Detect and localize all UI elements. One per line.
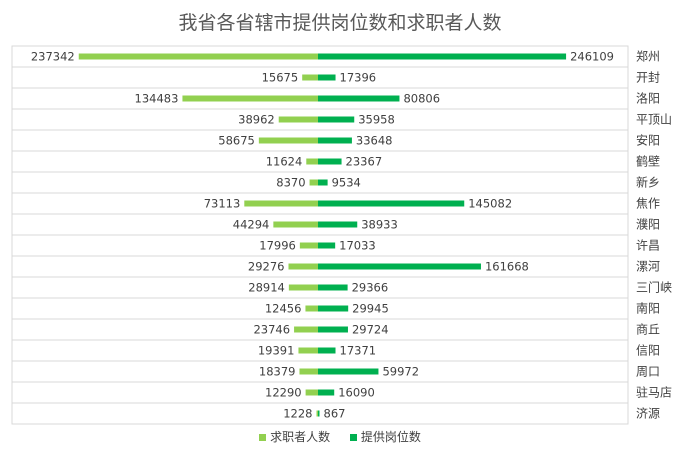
bar-positions (318, 410, 320, 417)
data-label-seekers: 134483 (135, 92, 179, 106)
bar-positions (318, 347, 336, 354)
data-label-positions: 9534 (332, 176, 361, 190)
bar-positions (318, 74, 336, 81)
bar-seekers (305, 305, 318, 312)
data-label-seekers: 73113 (204, 197, 241, 211)
bar-seekers (299, 242, 318, 249)
data-label-positions: 29724 (352, 323, 389, 337)
category-label: 洛阳 (636, 91, 660, 106)
data-label-positions: 29366 (352, 281, 389, 295)
data-label-positions: 867 (324, 407, 346, 421)
legend-swatch-seekers (259, 434, 267, 441)
bar-positions (318, 95, 400, 102)
category-label: 南阳 (636, 301, 660, 316)
category-label: 鹤壁 (636, 154, 660, 169)
data-label-positions: 33648 (356, 134, 393, 148)
data-label-positions: 80806 (403, 92, 440, 106)
category-label: 济源 (636, 406, 660, 421)
category-label: 许昌 (636, 239, 660, 253)
bar-positions (318, 200, 465, 207)
data-label-seekers: 8370 (276, 176, 305, 190)
bar-positions (318, 389, 335, 396)
data-label-positions: 29945 (352, 302, 389, 316)
legend-item-seekers: 求职者人数 (259, 428, 330, 445)
bar-positions (318, 326, 348, 333)
bar-seekers (302, 74, 318, 81)
category-label: 商丘 (636, 322, 660, 337)
data-label-seekers: 11624 (266, 155, 303, 169)
category-label: 郑州 (636, 49, 660, 64)
bar-positions (318, 284, 348, 291)
bar-positions (318, 179, 328, 186)
bar-seekers (182, 95, 318, 102)
bar-seekers (306, 158, 318, 165)
bar-seekers (309, 179, 318, 186)
data-label-positions: 17396 (340, 71, 377, 85)
data-label-positions: 17033 (339, 239, 376, 253)
legend: 求职者人数 提供岗位数 (0, 428, 680, 445)
data-label-seekers: 1228 (283, 407, 312, 421)
data-label-seekers: 19391 (258, 344, 295, 358)
legend-label-positions: 提供岗位数 (360, 430, 421, 444)
data-label-seekers: 23746 (253, 323, 290, 337)
category-label: 安阳 (636, 133, 660, 148)
bar-positions (318, 242, 336, 249)
data-label-seekers: 29276 (248, 260, 285, 274)
bar-positions (318, 368, 379, 375)
data-label-seekers: 28914 (248, 281, 285, 295)
category-label: 焦作 (636, 197, 660, 211)
data-label-seekers: 12456 (265, 302, 302, 316)
bar-positions (318, 158, 342, 165)
legend-swatch-positions (349, 434, 357, 441)
data-label-positions: 145082 (468, 197, 512, 211)
category-label: 新乡 (636, 175, 660, 190)
category-label: 信阳 (636, 344, 660, 358)
bar-positions (318, 221, 358, 228)
data-label-positions: 17371 (340, 344, 377, 358)
category-label: 三门峡 (636, 280, 672, 295)
bar-seekers (244, 200, 318, 207)
bar-positions (318, 137, 352, 144)
category-label: 开封 (636, 71, 660, 85)
chart-title: 我省各省辖市提供岗位数和求职者人数 (178, 12, 502, 34)
data-label-positions: 35958 (358, 113, 395, 127)
data-label-positions: 59972 (382, 365, 419, 379)
data-label-positions: 16090 (338, 386, 375, 400)
data-label-positions: 38933 (361, 218, 398, 232)
data-label-seekers: 15675 (262, 71, 299, 85)
data-label-seekers: 58675 (218, 134, 255, 148)
bar-positions (318, 53, 567, 60)
bar-positions (318, 305, 349, 312)
bar-seekers (294, 326, 318, 333)
bar-seekers (273, 221, 318, 228)
bar-seekers (288, 263, 318, 270)
legend-label-seekers: 求职者人数 (270, 430, 331, 444)
category-label: 濮阳 (636, 217, 660, 232)
bar-seekers (298, 347, 318, 354)
bar-seekers (316, 410, 318, 417)
data-label-positions: 246109 (570, 50, 614, 64)
bar-positions (318, 263, 481, 270)
bar-seekers (78, 53, 318, 60)
data-label-seekers: 38962 (238, 113, 275, 127)
data-label-seekers: 237342 (31, 50, 75, 64)
bar-seekers (288, 284, 318, 291)
bar-seekers (305, 389, 318, 396)
data-label-seekers: 44294 (233, 218, 270, 232)
category-label: 周口 (636, 365, 660, 379)
bar-seekers (258, 137, 318, 144)
bar-positions (318, 116, 355, 123)
category-label: 驻马店 (636, 385, 672, 400)
data-label-seekers: 17996 (259, 239, 296, 253)
data-label-positions: 161668 (485, 260, 529, 274)
category-label: 平顶山 (636, 113, 672, 127)
bar-seekers (299, 368, 318, 375)
data-label-seekers: 12290 (265, 386, 302, 400)
legend-item-positions: 提供岗位数 (349, 428, 421, 445)
bar-seekers (278, 116, 318, 123)
data-label-positions: 23367 (346, 155, 383, 169)
category-label: 漯河 (636, 260, 660, 274)
data-label-seekers: 18379 (259, 365, 296, 379)
